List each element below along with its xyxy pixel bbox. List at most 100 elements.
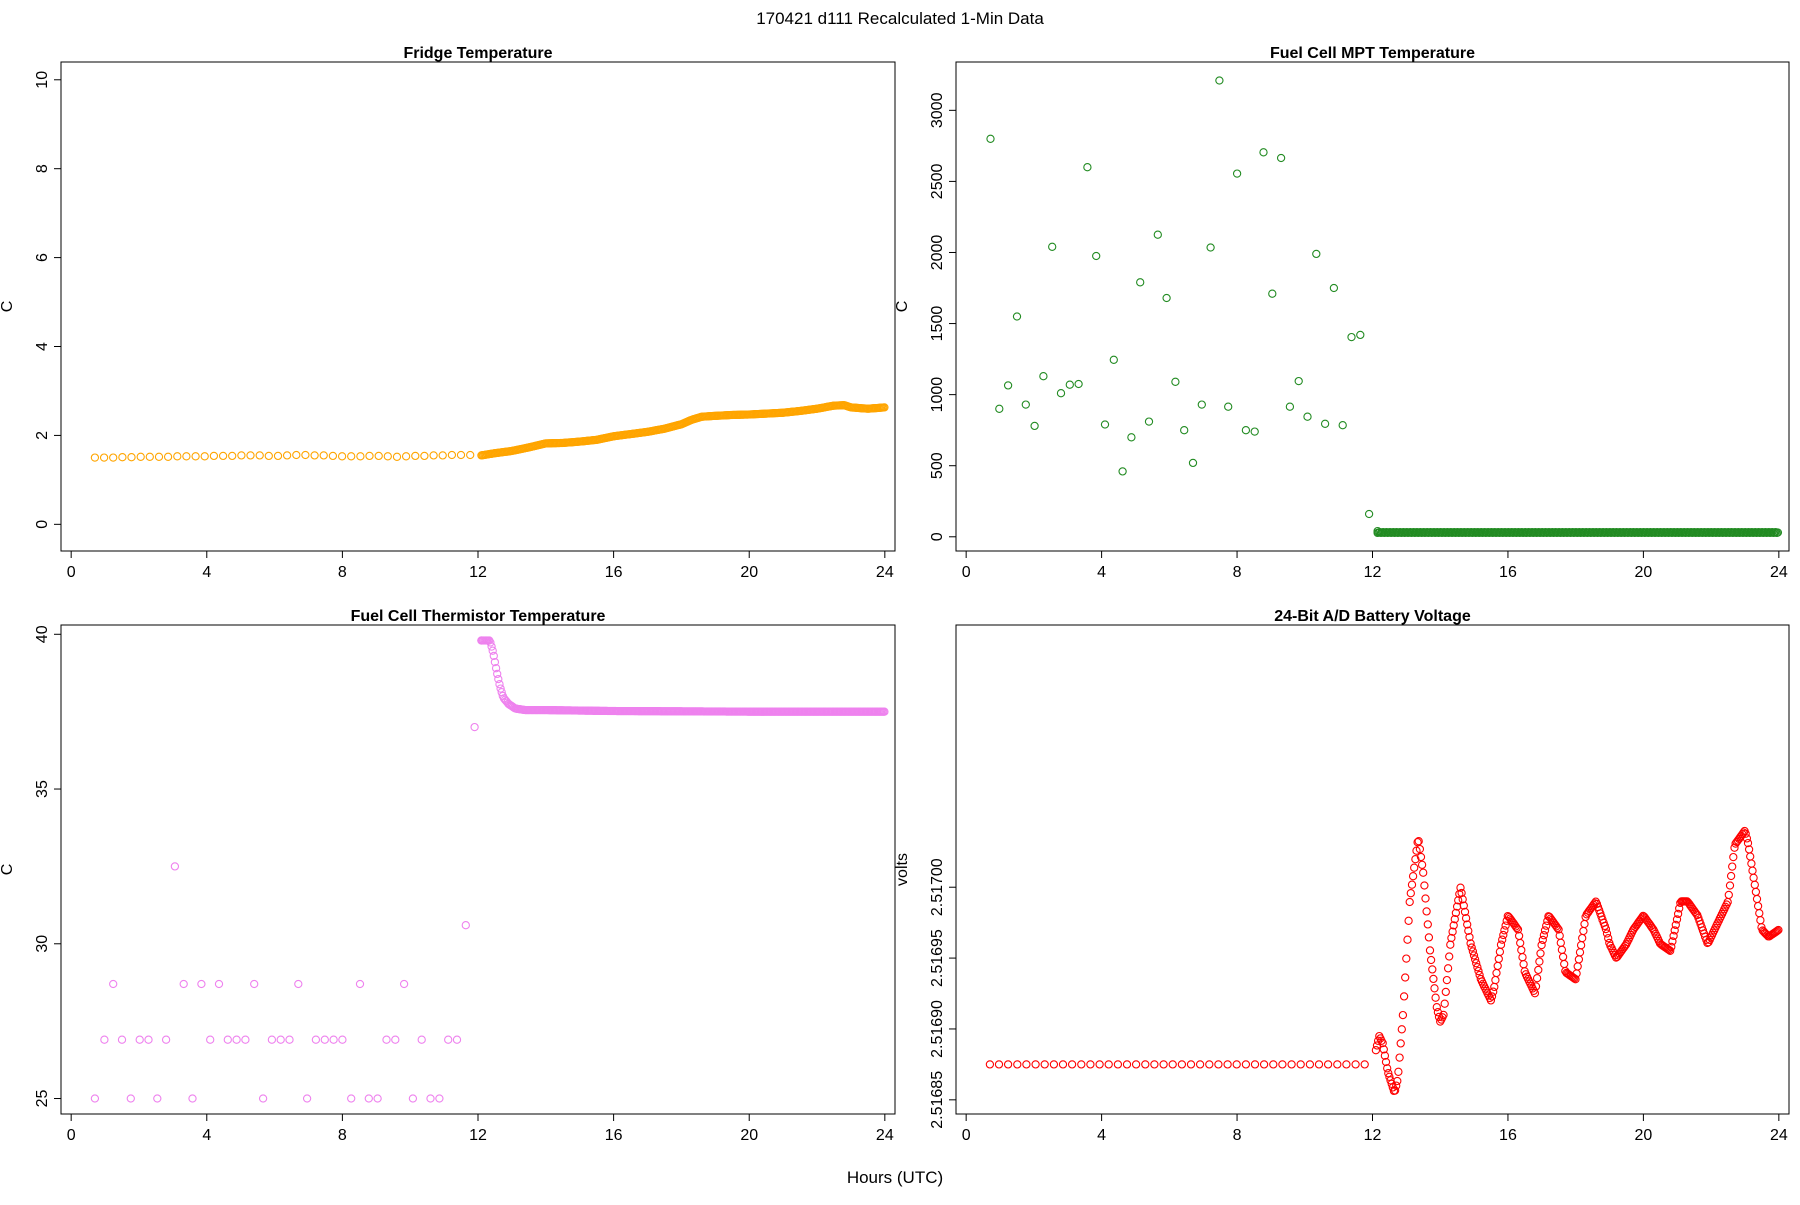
y-tick-label: 10: [34, 71, 51, 89]
data-point: [1404, 916, 1413, 925]
data-point: [1429, 974, 1438, 984]
x-tick-label: 12: [1364, 564, 1382, 581]
data-point: [100, 1035, 109, 1044]
data-point: [1159, 1060, 1168, 1069]
data-point: [1578, 933, 1587, 943]
data-point: [1445, 952, 1454, 961]
data-point: [1446, 940, 1455, 949]
data-point: [1118, 467, 1127, 476]
data-point: [218, 451, 228, 461]
x-tick-label: 4: [202, 564, 211, 581]
data-point: [1303, 412, 1312, 421]
data-point: [347, 452, 356, 461]
y-tick-label: 2.51700: [929, 858, 946, 916]
figure-xlabel: Hours (UTC): [847, 1168, 943, 1187]
data-point: [1259, 148, 1268, 157]
data-point: [1423, 920, 1432, 929]
data-point: [320, 1035, 329, 1044]
x-tick-label: 16: [1499, 564, 1517, 581]
data-point: [1141, 1060, 1150, 1069]
data-point: [1750, 880, 1759, 889]
x-tick-label: 4: [1097, 564, 1106, 581]
data-point: [1517, 945, 1526, 955]
data-point: [1458, 895, 1467, 904]
data-point: [1540, 926, 1550, 935]
data-point: [1421, 894, 1430, 903]
data-point: [1495, 947, 1505, 956]
data-point: [1077, 1060, 1086, 1069]
data-point: [1673, 909, 1683, 919]
data-point: [1516, 938, 1525, 948]
data-point: [1748, 866, 1757, 875]
data-point: [1162, 293, 1171, 303]
data-point: [347, 1094, 356, 1103]
data-point: [90, 1094, 100, 1103]
data-point: [90, 453, 100, 462]
figure-title: 170421 d111 Recalculated 1-Min Data: [756, 9, 1044, 28]
data-point: [1464, 926, 1473, 935]
data-point: [1048, 242, 1057, 251]
data-point: [1371, 1046, 1381, 1055]
y-tick-label: 6: [34, 253, 51, 262]
data-points: [90, 401, 889, 462]
data-point: [486, 638, 495, 647]
x-tick-label: 16: [1499, 1127, 1517, 1144]
data-point: [1494, 954, 1503, 964]
data-point: [1013, 1060, 1022, 1069]
data-point: [426, 1094, 435, 1103]
data-point: [986, 134, 995, 143]
data-point: [994, 1060, 1004, 1069]
data-point: [1500, 926, 1509, 935]
x-tick-label: 4: [1097, 1127, 1106, 1144]
y-tick-label: 2.51690: [929, 1000, 946, 1058]
data-point: [1773, 926, 1782, 935]
data-point: [1570, 974, 1579, 983]
data-point: [1393, 1076, 1402, 1086]
data-point: [135, 1035, 144, 1044]
data-point: [188, 1094, 197, 1103]
data-point: [301, 450, 310, 460]
data-point: [1250, 1060, 1260, 1069]
data-point: [1356, 330, 1365, 340]
data-point: [1443, 964, 1453, 973]
data-point: [1470, 955, 1480, 964]
data-point: [1150, 1060, 1159, 1069]
data-point: [1401, 973, 1410, 982]
data-point: [255, 451, 264, 460]
data-point: [1206, 243, 1215, 252]
data-point: [1031, 1060, 1040, 1069]
x-tick-label: 8: [338, 1127, 347, 1144]
x-tick-label: 20: [740, 1127, 758, 1144]
data-point: [1056, 389, 1066, 398]
data-point: [429, 451, 438, 460]
data-point: [1197, 400, 1206, 409]
chart-title: 24-Bit A/D Battery Voltage: [1274, 608, 1471, 625]
data-point: [1448, 927, 1457, 936]
data-point: [1729, 852, 1738, 862]
x-tick-label: 12: [469, 564, 487, 581]
data-point: [1296, 1060, 1305, 1069]
y-tick-label: 4: [34, 342, 51, 351]
x-tick-label: 20: [1634, 1127, 1652, 1144]
data-point: [126, 1094, 135, 1103]
data-point: [1442, 975, 1452, 985]
data-point: [1083, 163, 1092, 172]
data-point: [1314, 1060, 1324, 1069]
data-point: [1305, 1060, 1315, 1069]
data-point: [310, 451, 319, 460]
data-point: [1329, 283, 1339, 293]
y-tick-label: 2000: [929, 235, 946, 271]
data-point: [1320, 419, 1330, 428]
data-point: [1743, 838, 1753, 848]
data-point: [1347, 332, 1356, 342]
data-point: [1501, 921, 1510, 930]
data-point: [1465, 932, 1474, 942]
data-point: [1092, 251, 1101, 261]
y-axis-label: C: [0, 301, 16, 313]
data-point: [1039, 372, 1048, 381]
data-point: [1513, 925, 1523, 934]
data-point: [1539, 931, 1549, 940]
data-point: [1604, 934, 1613, 943]
data-point: [1436, 1017, 1445, 1026]
